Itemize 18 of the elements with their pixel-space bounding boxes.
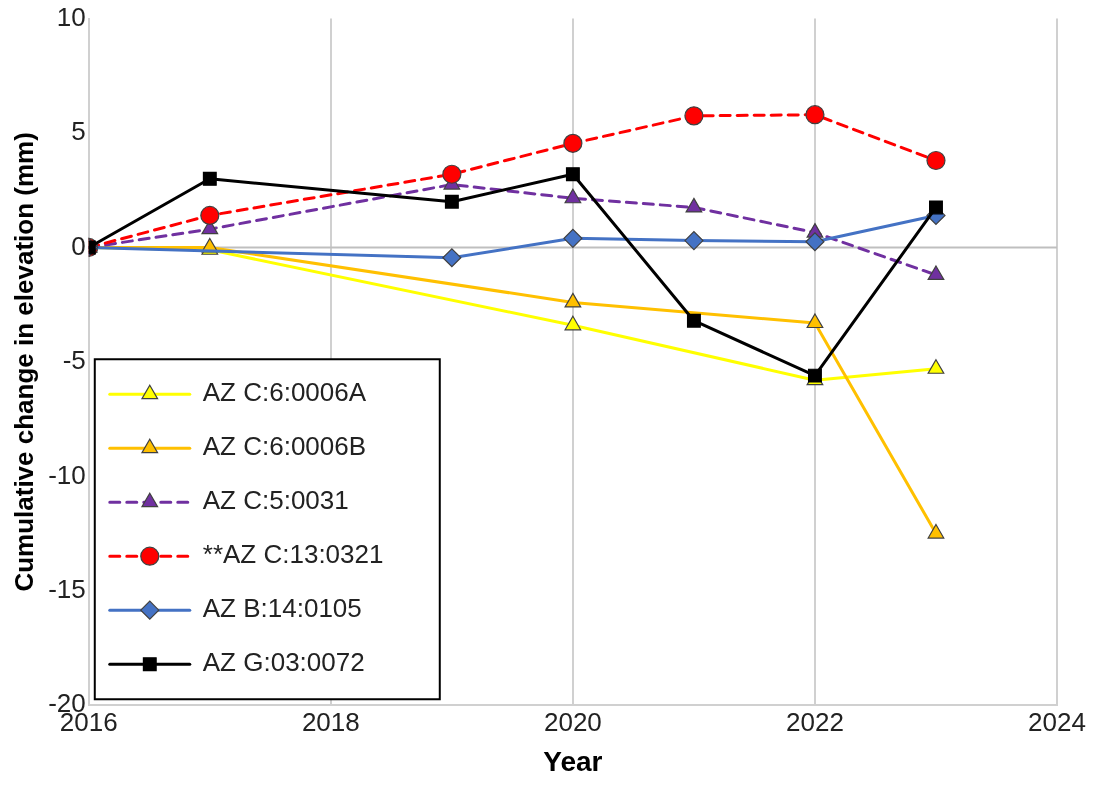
x-tick-label: 2020 bbox=[543, 706, 602, 737]
x-tick-label: 2022 bbox=[786, 706, 844, 737]
legend-label: AZ C:6:0006A bbox=[202, 377, 367, 408]
y-tick-label: -5 bbox=[62, 345, 86, 376]
legend-label: **AZ C:13:0321 bbox=[202, 539, 384, 570]
legend-label: AZ B:14:0105 bbox=[202, 593, 362, 624]
y-axis-title: Cumulative change in elevation (mm) bbox=[8, 132, 39, 592]
x-tick-label: 2024 bbox=[1028, 706, 1086, 737]
y-tick-label: 5 bbox=[71, 116, 86, 147]
legend-label: AZ C:5:0031 bbox=[202, 485, 349, 516]
y-tick-label: -10 bbox=[48, 459, 86, 490]
legend-label: AZ C:6:0006B bbox=[202, 431, 367, 462]
y-tick-label: -15 bbox=[48, 573, 86, 604]
y-tick-label: 10 bbox=[56, 1, 86, 32]
y-tick-label: 0 bbox=[71, 230, 86, 261]
legend-label: AZ G:03:0072 bbox=[202, 647, 365, 678]
x-axis-title: Year bbox=[543, 745, 603, 777]
x-tick-label: 2018 bbox=[301, 706, 360, 737]
